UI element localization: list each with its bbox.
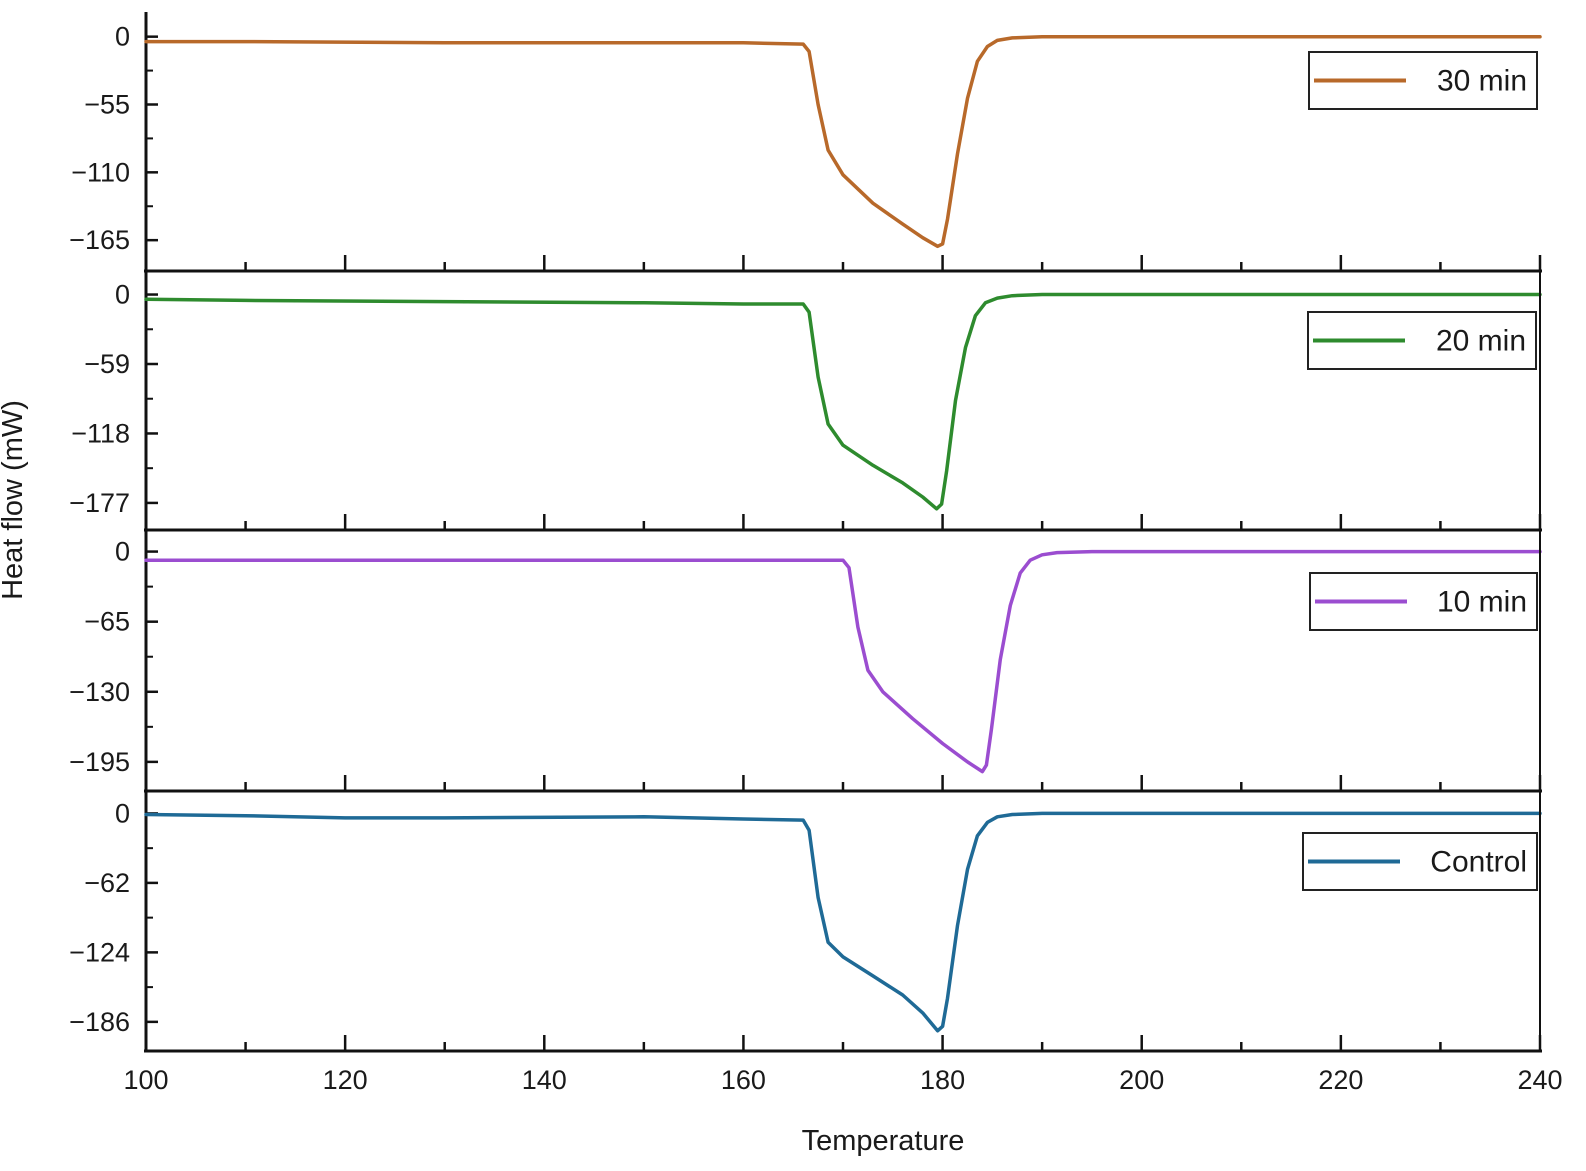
y-tick-label: 0 (115, 22, 130, 52)
y-tick-label: −177 (69, 488, 130, 518)
series-line-4 (144, 811, 1542, 1033)
x-tick-label: 180 (920, 1065, 965, 1095)
y-tick-label: −195 (69, 747, 130, 777)
panels-layer: 0 −55 −110 −165 30 min 0 −59 −118 −177 20 min 0 −65… (69, 12, 1563, 1095)
legend-label: Control (1430, 846, 1527, 879)
y-tick-label: −59 (84, 349, 130, 379)
legend-label: 30 min (1437, 65, 1527, 98)
legend-3: 10 min (1309, 572, 1538, 631)
panel-1: 0 −55 −110 −165 30 min (69, 12, 1542, 273)
x-axis-title: Temperature (802, 1125, 965, 1157)
y-tick-label: −165 (69, 225, 130, 255)
x-tick-label: 140 (522, 1065, 567, 1095)
legend-label: 20 min (1436, 325, 1526, 358)
legend-label: 10 min (1437, 586, 1527, 619)
y-tick-label: 0 (115, 798, 130, 828)
x-tick-label: 120 (323, 1065, 368, 1095)
series-line-3 (144, 549, 1542, 774)
y-tick-label: −124 (69, 937, 130, 967)
y-tick-label: −118 (71, 418, 130, 448)
x-tick-label: 160 (721, 1065, 766, 1095)
x-tick-label: 220 (1318, 1065, 1363, 1095)
y-tick-label: 0 (115, 537, 130, 567)
panel-3: 0 −65 −130 −195 10 min (69, 530, 1542, 793)
legend-4: Control (1302, 832, 1538, 891)
series-line-1 (144, 34, 1542, 249)
y-tick-label: −62 (84, 868, 130, 898)
series-line-2 (144, 292, 1542, 511)
legend-box (1302, 832, 1538, 891)
y-tick-label: −65 (84, 607, 130, 637)
x-tick-label: 200 (1119, 1065, 1164, 1095)
y-tick-label: −55 (84, 90, 130, 120)
x-tick-label: 100 (123, 1065, 168, 1095)
y-axis-title: Heat flow (mW) (0, 400, 29, 600)
y-tick-label: −186 (69, 1007, 130, 1037)
legend-2: 20 min (1307, 311, 1537, 370)
y-tick-label: −110 (71, 157, 130, 187)
y-tick-label: 0 (115, 280, 130, 310)
panel-2: 0 −59 −118 −177 20 min (69, 271, 1542, 532)
panel-4: 0 −62 −124 −186 Control (69, 791, 1542, 1053)
x-tick-label: 240 (1517, 1065, 1562, 1095)
y-tick-label: −130 (69, 677, 130, 707)
legend-1: 30 min (1308, 51, 1538, 110)
